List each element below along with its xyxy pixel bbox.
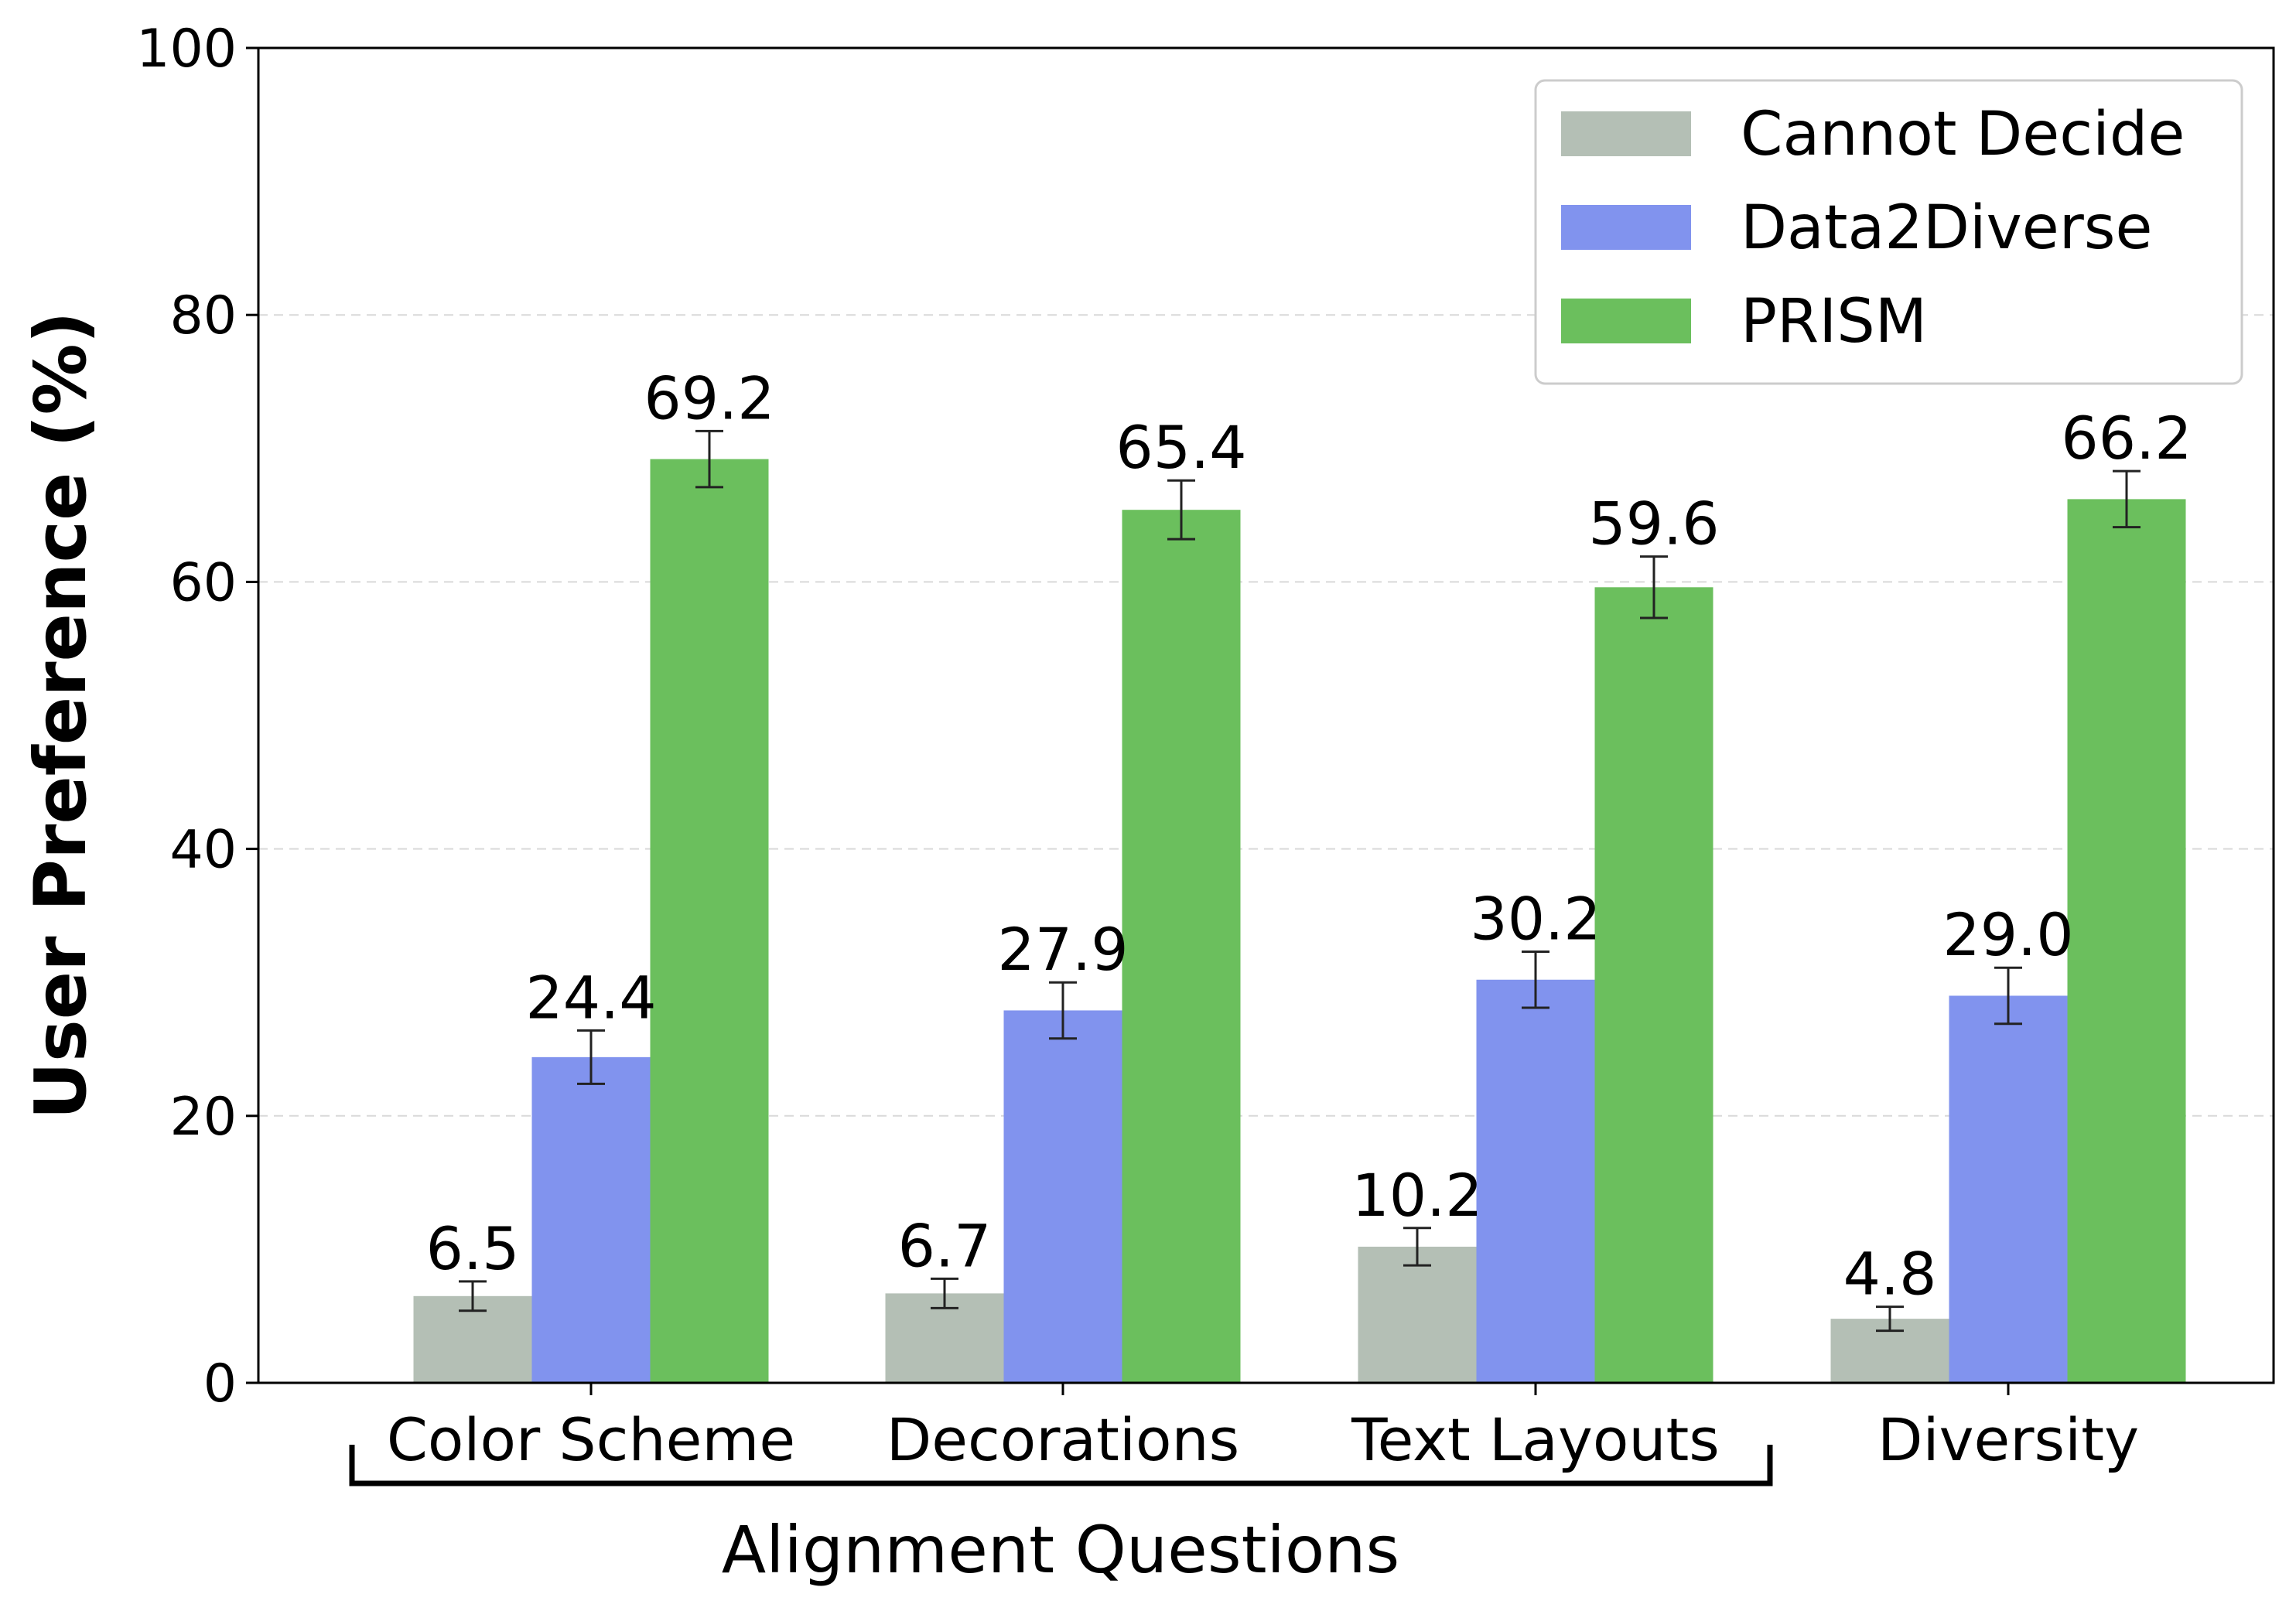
bar-cannot-decide-text-layouts bbox=[1358, 1246, 1477, 1383]
group-bracket-line bbox=[349, 1445, 1773, 1486]
value-label-cannot-decide-text-layouts: 10.2 bbox=[1351, 1161, 1482, 1230]
value-label-prism-color-scheme: 69.2 bbox=[644, 363, 774, 432]
bar-data2diverse-text-layouts bbox=[1476, 979, 1595, 1383]
value-label-prism-text-layouts: 59.6 bbox=[1588, 490, 1719, 558]
bar-data2diverse-color-scheme bbox=[531, 1056, 651, 1383]
y-tick-label: 40 bbox=[169, 820, 237, 881]
legend-swatch-data2diverse bbox=[1561, 205, 1691, 250]
value-label-data2diverse-decorations: 27.9 bbox=[997, 915, 1128, 984]
bar-prism-text-layouts bbox=[1594, 587, 1713, 1384]
legend-label-data2diverse: Data2Diverse bbox=[1741, 193, 2152, 263]
legend-swatch-cannot-decide bbox=[1561, 111, 1691, 156]
y-tick-label: 20 bbox=[169, 1087, 237, 1148]
value-label-data2diverse-color-scheme: 24.4 bbox=[525, 963, 656, 1032]
plot-frame bbox=[257, 46, 2275, 1384]
bar-prism-diversity bbox=[2067, 499, 2186, 1384]
value-label-cannot-decide-diversity: 4.8 bbox=[1843, 1240, 1937, 1309]
value-label-data2diverse-text-layouts: 30.2 bbox=[1470, 885, 1601, 954]
x-tick-label-text-layouts: Text Layouts bbox=[1351, 1405, 1720, 1474]
value-label-prism-decorations: 65.4 bbox=[1116, 413, 1246, 482]
bar-prism-decorations bbox=[1122, 510, 1241, 1383]
x-tick-label-diversity: Diversity bbox=[1877, 1405, 2139, 1474]
x-tick-label-decorations: Decorations bbox=[887, 1405, 1240, 1474]
error-bars bbox=[459, 429, 2141, 1333]
value-label-cannot-decide-color-scheme: 6.5 bbox=[426, 1214, 520, 1283]
value-labels: 6.5 24.4 69.2 6.7 27.9 65.4 10.2 30.2 59.6 4.8 29.… bbox=[426, 363, 2192, 1308]
group-bracket: Alignment Questions bbox=[349, 1445, 1773, 1588]
legend-label-cannot-decide: Cannot Decide bbox=[1741, 100, 2185, 169]
group-bracket-label: Alignment Questions bbox=[722, 1512, 1400, 1588]
y-tick-label: 0 bbox=[203, 1353, 237, 1415]
bar-data2diverse-decorations bbox=[1003, 1010, 1122, 1383]
value-label-cannot-decide-decorations: 6.7 bbox=[898, 1211, 992, 1280]
y-axis-label: User Preference (%) bbox=[19, 311, 102, 1119]
y-tick-label: 60 bbox=[169, 552, 237, 613]
y-tick-label: 80 bbox=[169, 285, 237, 346]
bar-prism-color-scheme bbox=[650, 459, 769, 1384]
y-tick-label: 100 bbox=[136, 19, 237, 80]
y-axis: 0 20 40 60 80 100 bbox=[136, 19, 258, 1415]
x-tick-label-color-scheme: Color Scheme bbox=[387, 1405, 795, 1474]
x-axis: Color Scheme Decorations Text Layouts Diver… bbox=[387, 1383, 2139, 1474]
value-label-data2diverse-diversity: 29.0 bbox=[1942, 900, 2073, 969]
legend-swatch-prism bbox=[1561, 299, 1691, 343]
value-label-prism-diversity: 66.2 bbox=[2061, 404, 2192, 473]
legend-label-prism: PRISM bbox=[1741, 287, 1927, 357]
bars bbox=[413, 459, 2186, 1384]
legend: Cannot Decide Data2Diverse PRISM bbox=[1534, 79, 2243, 385]
legend-box bbox=[1534, 79, 2243, 385]
bar-data2diverse-diversity bbox=[1949, 995, 2068, 1383]
